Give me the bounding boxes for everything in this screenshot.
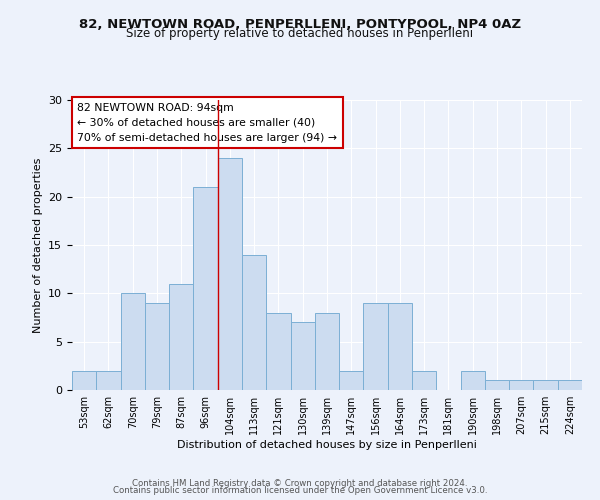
- Text: 82 NEWTOWN ROAD: 94sqm
← 30% of detached houses are smaller (40)
70% of semi-det: 82 NEWTOWN ROAD: 94sqm ← 30% of detached…: [77, 103, 337, 142]
- Bar: [485, 380, 509, 390]
- Bar: [509, 380, 533, 390]
- Text: Size of property relative to detached houses in Penperlleni: Size of property relative to detached ho…: [127, 28, 473, 40]
- Bar: [72, 370, 96, 390]
- Text: Contains public sector information licensed under the Open Government Licence v3: Contains public sector information licen…: [113, 486, 487, 495]
- Bar: [461, 370, 485, 390]
- Bar: [339, 370, 364, 390]
- Bar: [145, 303, 169, 390]
- Text: 82, NEWTOWN ROAD, PENPERLLENI, PONTYPOOL, NP4 0AZ: 82, NEWTOWN ROAD, PENPERLLENI, PONTYPOOL…: [79, 18, 521, 30]
- Bar: [558, 380, 582, 390]
- X-axis label: Distribution of detached houses by size in Penperlleni: Distribution of detached houses by size …: [177, 440, 477, 450]
- Bar: [315, 312, 339, 390]
- Bar: [193, 187, 218, 390]
- Bar: [533, 380, 558, 390]
- Text: Contains HM Land Registry data © Crown copyright and database right 2024.: Contains HM Land Registry data © Crown c…: [132, 478, 468, 488]
- Y-axis label: Number of detached properties: Number of detached properties: [32, 158, 43, 332]
- Bar: [388, 303, 412, 390]
- Bar: [242, 254, 266, 390]
- Bar: [218, 158, 242, 390]
- Bar: [169, 284, 193, 390]
- Bar: [121, 294, 145, 390]
- Bar: [266, 312, 290, 390]
- Bar: [290, 322, 315, 390]
- Bar: [412, 370, 436, 390]
- Bar: [364, 303, 388, 390]
- Bar: [96, 370, 121, 390]
